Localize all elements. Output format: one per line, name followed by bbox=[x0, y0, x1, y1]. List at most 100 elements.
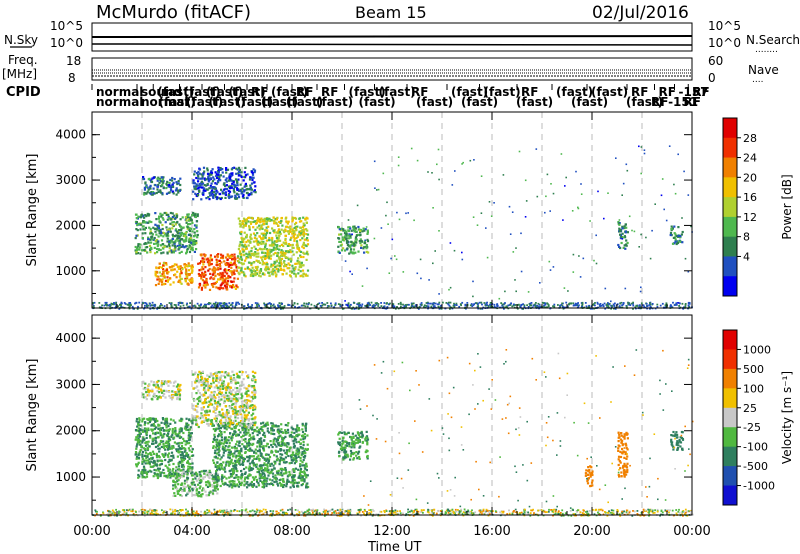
data-cell bbox=[282, 457, 285, 460]
data-cell bbox=[257, 428, 261, 432]
data-cell bbox=[214, 478, 217, 481]
data-cell bbox=[532, 304, 535, 307]
data-cell bbox=[240, 269, 243, 272]
data-cell bbox=[160, 283, 164, 286]
data-cell bbox=[243, 457, 246, 461]
data-cell bbox=[340, 249, 344, 252]
data-cell bbox=[249, 176, 252, 179]
data-cell bbox=[149, 451, 152, 455]
freq-tick-top: 18 bbox=[66, 54, 81, 68]
data-cell bbox=[252, 226, 255, 229]
data-cell bbox=[277, 432, 281, 435]
data-cell bbox=[165, 424, 168, 427]
data-cell bbox=[289, 249, 292, 252]
data-cell bbox=[248, 474, 251, 477]
data-cell bbox=[142, 470, 145, 473]
data-cell bbox=[228, 302, 231, 304]
data-cell bbox=[283, 231, 286, 234]
data-cell bbox=[178, 189, 181, 192]
data-cell bbox=[175, 263, 178, 266]
data-cell bbox=[400, 305, 402, 308]
data-cell bbox=[276, 428, 280, 431]
data-cell bbox=[263, 273, 266, 276]
data-cell bbox=[522, 303, 524, 306]
data-cell bbox=[227, 193, 230, 196]
cpid-label: (fast) bbox=[186, 95, 223, 109]
data-cell bbox=[186, 470, 189, 473]
data-cell bbox=[169, 283, 172, 286]
data-cell bbox=[515, 247, 517, 249]
data-cell bbox=[170, 184, 173, 187]
data-cell bbox=[210, 191, 213, 194]
data-cell bbox=[138, 452, 141, 455]
data-cell bbox=[274, 462, 277, 465]
data-cell bbox=[271, 270, 274, 273]
data-cell bbox=[153, 461, 156, 464]
data-cell bbox=[227, 179, 230, 182]
data-cell bbox=[645, 302, 648, 305]
data-cell bbox=[188, 428, 191, 431]
data-cell bbox=[158, 450, 161, 453]
data-cell bbox=[453, 249, 456, 252]
data-cell bbox=[275, 307, 277, 310]
data-cell bbox=[299, 446, 302, 449]
data-cell bbox=[157, 423, 160, 426]
data-cell bbox=[149, 434, 152, 437]
data-cell bbox=[149, 192, 152, 195]
data-cell bbox=[198, 304, 200, 307]
data-cell bbox=[188, 250, 192, 254]
data-cell bbox=[262, 464, 265, 467]
data-cell bbox=[278, 220, 281, 224]
data-cell bbox=[671, 227, 674, 230]
data-cell bbox=[473, 303, 475, 305]
data-cell bbox=[155, 242, 158, 245]
data-cell bbox=[275, 438, 278, 441]
data-cell bbox=[585, 305, 588, 308]
data-cell bbox=[264, 268, 267, 271]
data-cell bbox=[172, 467, 175, 471]
data-cell bbox=[349, 235, 352, 238]
data-cell bbox=[296, 225, 299, 228]
data-cell bbox=[246, 266, 249, 269]
data-cell bbox=[128, 302, 131, 304]
data-cell bbox=[185, 270, 188, 273]
data-cell bbox=[171, 431, 174, 434]
data-cell bbox=[430, 305, 433, 308]
data-cell bbox=[206, 183, 209, 186]
data-cell bbox=[194, 494, 197, 497]
data-cell bbox=[280, 249, 283, 252]
data-cell bbox=[604, 307, 607, 310]
cpid-label: (fast) bbox=[451, 85, 488, 99]
data-cell bbox=[180, 301, 183, 304]
data-cell bbox=[194, 187, 197, 191]
data-cell bbox=[136, 434, 139, 438]
data-cell bbox=[221, 257, 224, 260]
data-cell bbox=[626, 231, 629, 234]
data-cell bbox=[440, 304, 442, 307]
data-cell bbox=[187, 228, 190, 231]
data-cell bbox=[194, 243, 197, 246]
data-cell bbox=[438, 178, 440, 181]
data-cell bbox=[632, 308, 634, 310]
data-cell bbox=[321, 304, 324, 307]
data-cell bbox=[224, 426, 227, 430]
data-cell bbox=[185, 252, 188, 255]
data-cell bbox=[212, 446, 215, 449]
data-cell bbox=[273, 231, 276, 234]
data-cell bbox=[428, 302, 430, 305]
data-cell bbox=[298, 263, 301, 266]
data-cell bbox=[138, 417, 141, 420]
data-cell bbox=[199, 494, 202, 497]
data-cell bbox=[160, 176, 163, 179]
data-cell bbox=[255, 267, 259, 270]
data-cell bbox=[264, 233, 267, 236]
data-cell bbox=[132, 307, 135, 310]
data-cell bbox=[174, 486, 177, 489]
data-cell bbox=[190, 432, 193, 435]
data-cell bbox=[289, 481, 293, 484]
data-cell bbox=[171, 190, 175, 193]
data-cell bbox=[203, 472, 206, 475]
data-cell bbox=[247, 256, 250, 259]
data-cell bbox=[254, 220, 257, 223]
data-cell bbox=[223, 182, 226, 185]
